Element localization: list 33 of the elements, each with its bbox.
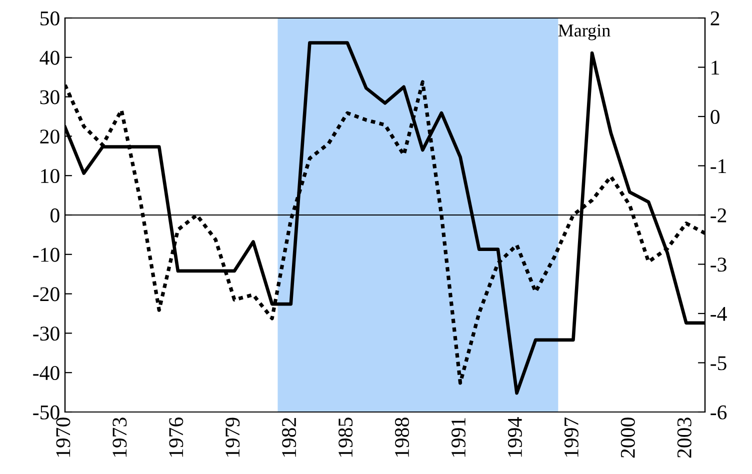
y-tick-label: -50	[33, 405, 60, 420]
x-tick-label: 1994	[508, 417, 522, 457]
y2-tick-label: 1	[712, 60, 720, 74]
x-tick-label: 2000	[620, 418, 635, 458]
y-tick-label: -40	[33, 366, 60, 380]
x-tick-label: 1973	[112, 418, 127, 457]
x-tick-label: 1997	[564, 417, 578, 457]
x-tick-label: 1982	[282, 418, 296, 457]
y-tick-label: 10	[41, 168, 60, 184]
y2-tick-label: -2	[710, 208, 726, 222]
y2-tick-label: -4	[710, 307, 727, 321]
x-tick-label: 1985	[338, 418, 353, 457]
annotation: Margin	[558, 24, 610, 40]
y2-tick-label: -5	[710, 356, 726, 370]
x-tick-label: 1988	[394, 418, 410, 457]
y2-tick-label: -1	[710, 159, 726, 173]
y-tick-label: -10	[33, 248, 60, 262]
y-tick-label: -30	[33, 326, 60, 341]
y2-tick-label: 0	[710, 110, 720, 124]
y2-tick-label: -6	[710, 405, 727, 420]
y-tick-label: 50	[40, 11, 60, 26]
y-tick-label: 0	[50, 208, 60, 222]
y-tick-label: 30	[40, 90, 60, 104]
x-tick-label: 1979	[226, 418, 240, 457]
x-tick-label: 2003	[677, 418, 692, 458]
y-tick-label: 20	[40, 130, 60, 144]
y-tick-label: 40	[40, 50, 60, 65]
x-tick-label: 1976	[169, 417, 184, 457]
y2-tick-label: -3	[710, 258, 726, 272]
y-tick-label: -20	[33, 287, 60, 302]
x-tick-label: 1970	[56, 418, 70, 457]
x-tick-label: 1991	[452, 418, 466, 457]
y2-tick-label: 2	[710, 11, 720, 26]
